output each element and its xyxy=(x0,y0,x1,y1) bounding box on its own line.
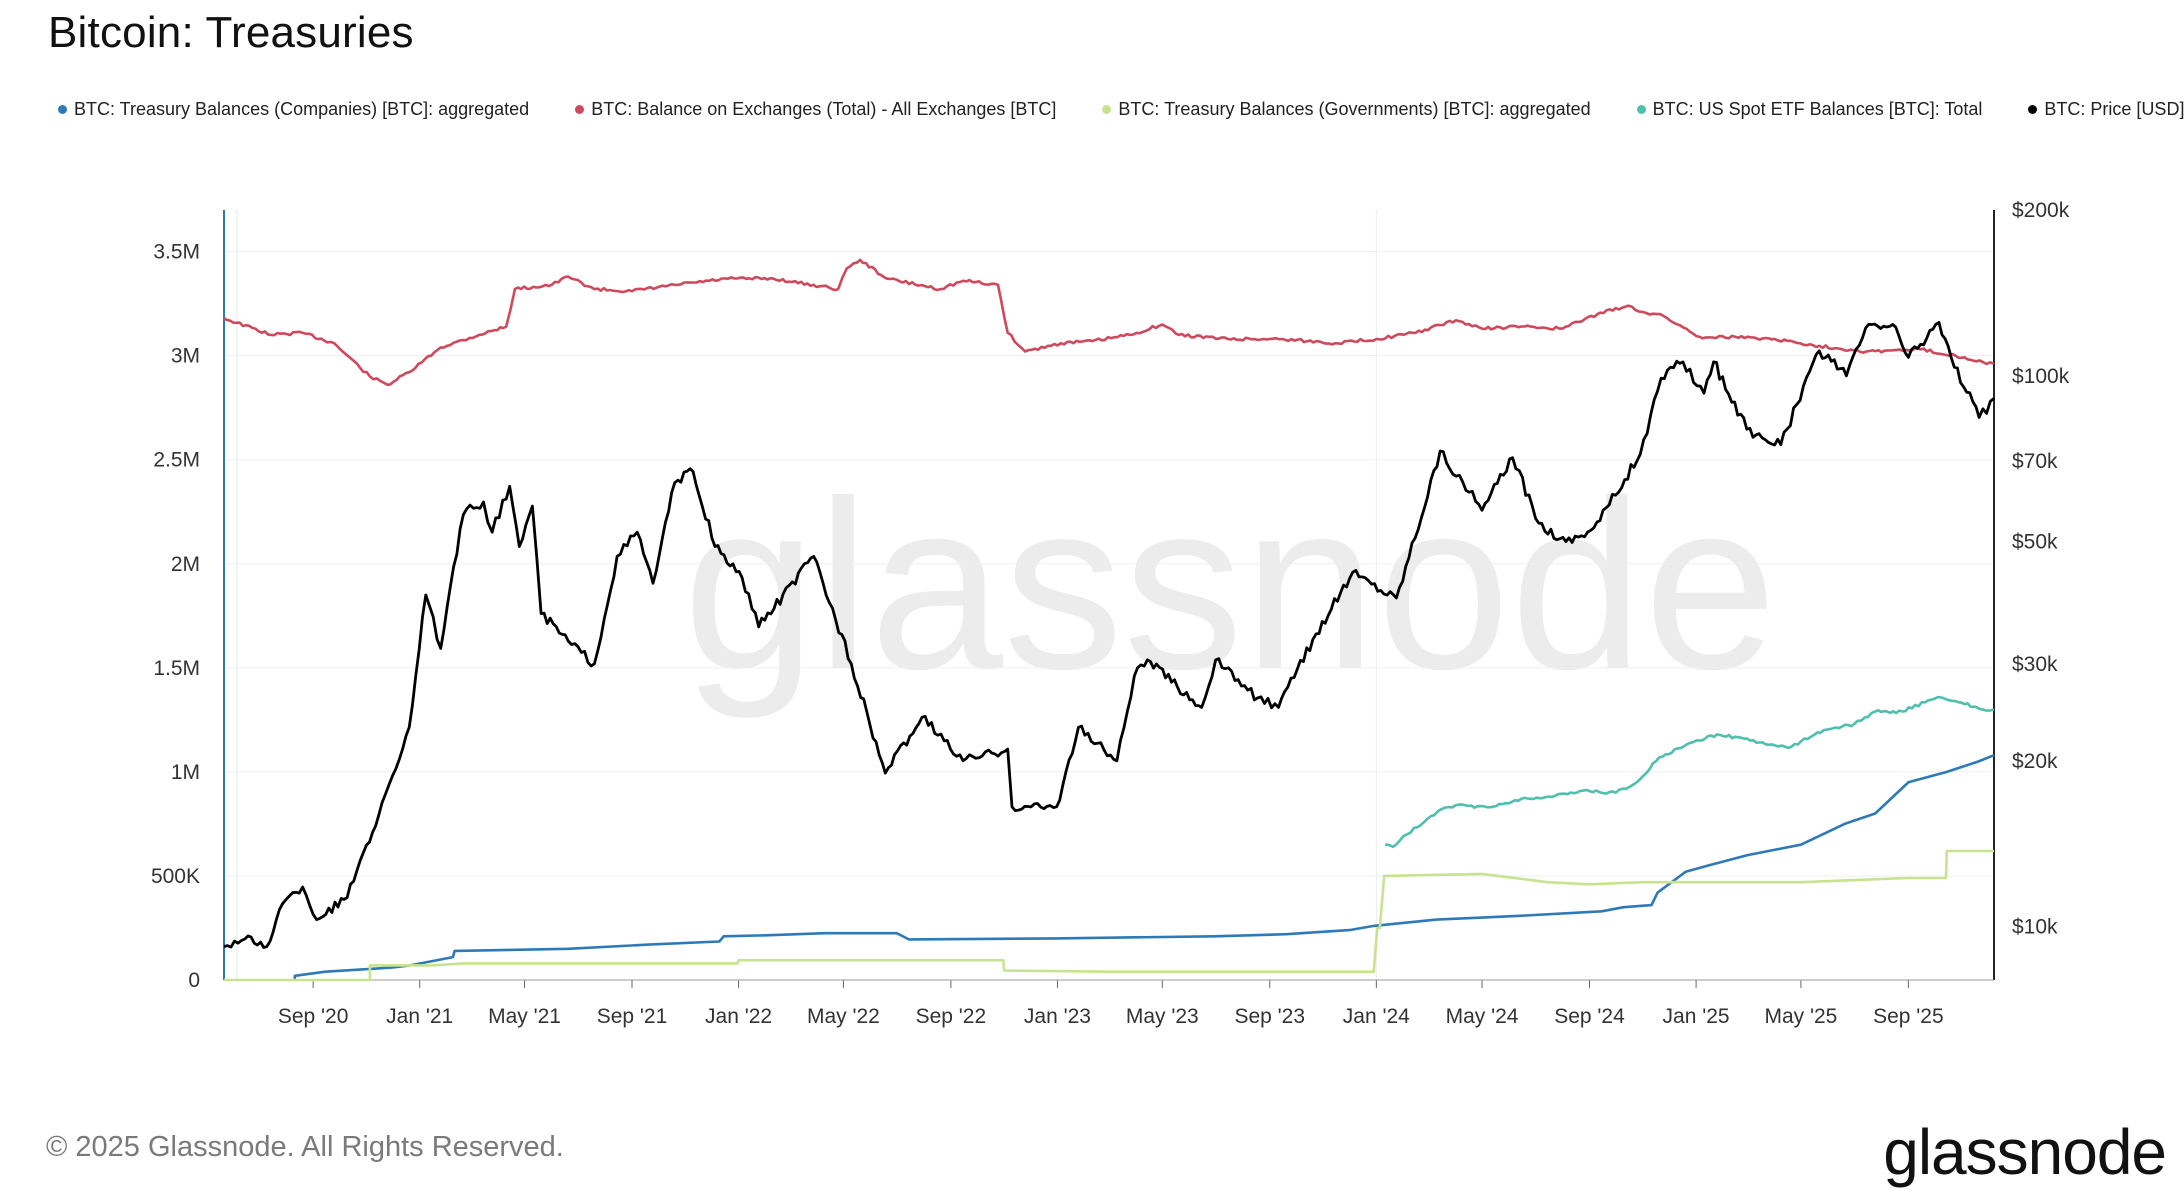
x-tick-label: May '24 xyxy=(1446,1005,1519,1028)
x-tick-label: Jan '25 xyxy=(1663,1005,1730,1028)
x-tick-label: May '23 xyxy=(1126,1005,1199,1028)
y-right-tick-label: $10k xyxy=(2012,916,2058,939)
legend-label: BTC: US Spot ETF Balances [BTC]: Total xyxy=(1652,99,1983,119)
series-line xyxy=(223,321,1995,949)
y-right-tick-label: $200k xyxy=(2012,199,2070,222)
legend-label: BTC: Price [USD] xyxy=(2044,99,2184,119)
watermark: glassnode xyxy=(683,451,1777,719)
legend-item-governments[interactable]: BTC: Treasury Balances (Governments) [BT… xyxy=(1102,99,1591,120)
x-tick-label: Sep '25 xyxy=(1873,1005,1944,1028)
series-layer xyxy=(223,258,1995,982)
y-left-tick-label: 0 xyxy=(188,969,200,992)
x-tick-label: Sep '22 xyxy=(916,1005,987,1028)
x-tick-label: May '25 xyxy=(1764,1005,1837,1028)
x-tick-label: Jan '22 xyxy=(705,1005,772,1028)
series-line xyxy=(293,753,1995,980)
legend-item-companies[interactable]: BTC: Treasury Balances (Companies) [BTC]… xyxy=(58,99,529,120)
legend-label: BTC: Balance on Exchanges (Total) - All … xyxy=(591,99,1057,119)
x-tick-label: Sep '23 xyxy=(1234,1005,1305,1028)
legend-item-price[interactable]: BTC: Price [USD] xyxy=(2028,99,2184,120)
legend-item-etf[interactable]: BTC: US Spot ETF Balances [BTC]: Total xyxy=(1636,99,1983,120)
legend-dot-exchanges xyxy=(575,105,585,114)
x-tick-label: Jan '23 xyxy=(1024,1005,1091,1028)
y-right-tick-label: $20k xyxy=(2012,750,2058,773)
y-left-tick-label: 2.5M xyxy=(153,449,200,472)
x-tick-label: Jan '24 xyxy=(1343,1005,1410,1028)
legend-dot-governments xyxy=(1102,105,1112,114)
tick-labels: 0 500K 1M 1.5M 2M 2.5M 3M 3.5M $10k $20k $30k $50k $… xyxy=(151,199,2070,1028)
legend-dot-price xyxy=(2028,105,2038,114)
y-left-tick-label: 2M xyxy=(171,553,200,576)
y-right-tick-label: $70k xyxy=(2012,450,2058,473)
series-line xyxy=(223,258,1995,387)
legend: BTC: Treasury Balances (Companies) [BTC]… xyxy=(58,99,2184,120)
chart-title: Bitcoin: Treasuries xyxy=(48,8,414,57)
y-left-tick-label: 1.5M xyxy=(153,657,200,680)
legend-dot-etf xyxy=(1636,105,1646,114)
copyright: © 2025 Glassnode. All Rights Reserved. xyxy=(46,1131,564,1163)
legend-item-exchanges[interactable]: BTC: Balance on Exchanges (Total) - All … xyxy=(575,99,1056,120)
x-tick-label: Sep '24 xyxy=(1554,1005,1625,1028)
x-tick-label: May '22 xyxy=(807,1005,880,1028)
x-tick-label: Sep '21 xyxy=(597,1005,668,1028)
y-right-tick-label: $50k xyxy=(2012,531,2058,554)
glassnode-logo: glassnode xyxy=(1883,1116,2167,1188)
y-left-tick-label: 3M xyxy=(171,345,200,368)
legend-label: BTC: Treasury Balances (Governments) [BT… xyxy=(1118,99,1591,119)
legend-dot-companies xyxy=(58,105,67,114)
series-line xyxy=(224,849,1994,982)
x-tick-label: Sep '20 xyxy=(278,1005,349,1028)
legend-label: BTC: Treasury Balances (Companies) [BTC]… xyxy=(74,99,530,119)
y-right-tick-label: $100k xyxy=(2012,365,2070,388)
series-line xyxy=(1385,695,1995,849)
y-left-tick-label: 500K xyxy=(151,865,200,888)
x-tick-label: Jan '21 xyxy=(386,1005,453,1028)
y-left-tick-label: 1M xyxy=(171,761,200,784)
y-left-tick-label: 3.5M xyxy=(153,241,200,264)
x-tick-label: May '21 xyxy=(488,1005,561,1028)
y-right-tick-label: $30k xyxy=(2012,653,2058,676)
